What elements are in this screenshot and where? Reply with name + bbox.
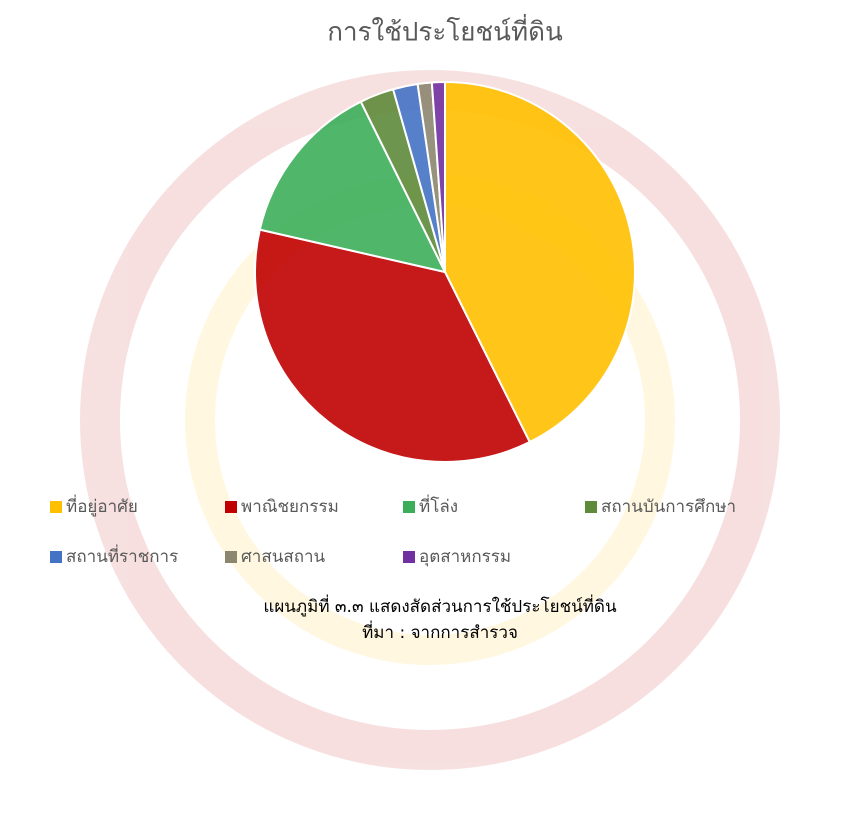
- legend-label: สถานที่ราชการ: [66, 544, 178, 567]
- chart-title: การใช้ประโยชน์ที่ดิน: [327, 14, 563, 48]
- legend-label: สถานบันการศึกษา: [601, 497, 736, 517]
- legend-swatch: [585, 501, 597, 513]
- pie-slice: [444, 80, 636, 444]
- legend-swatch: [403, 551, 415, 563]
- legend-label: อุตสาหกรรม: [419, 547, 511, 567]
- legend-label: ศาสนสถาน: [241, 547, 326, 567]
- legend-swatch: [403, 501, 415, 513]
- pie-slice: [258, 100, 447, 274]
- legend-label: พาณิชยกรรม: [241, 497, 339, 517]
- legend-swatch: [50, 551, 62, 563]
- legend-label: ที่อยู่อาศัย: [66, 494, 138, 517]
- legend-swatch: [50, 501, 62, 513]
- pie-slice: [254, 228, 532, 463]
- legend-swatch: [225, 551, 237, 563]
- caption: ที่มา : จากการสำรวจ: [362, 620, 518, 643]
- caption: แผนภูมิที่ ๓.๓ แสดงสัดส่วนการใช้ประโยชน์…: [263, 594, 617, 617]
- legend-label: ที่โล่ง: [419, 494, 458, 517]
- legend-swatch: [225, 501, 237, 513]
- pie-slice: [430, 80, 446, 273]
